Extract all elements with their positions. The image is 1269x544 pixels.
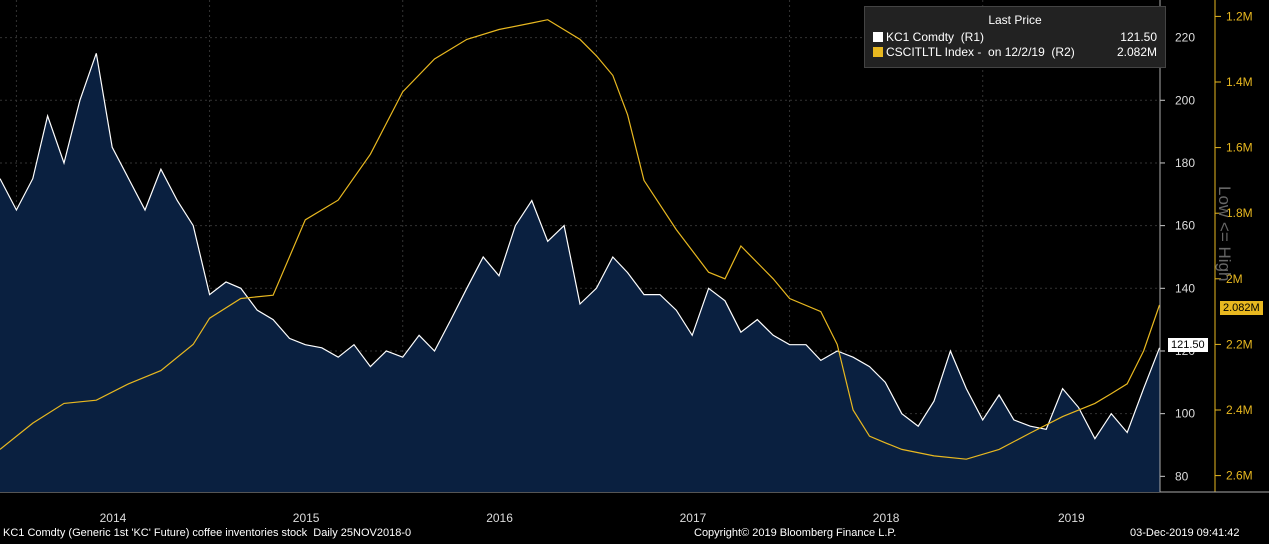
legend-swatch-kc1 [873,31,883,42]
right-axis-tick-label: 1.6M [1226,141,1253,155]
legend-row-kc1: KC1 Comdty (R1) 121.50 [865,29,1165,44]
legend-row-cscitltl: CSCITLTL Index - on 12/2/19 (R2) 2.082M [865,44,1165,59]
legend-swatch-cscitltl [873,46,883,57]
x-tick-label: 2014 [100,511,127,525]
right-axis-tick-label: 2.2M [1226,337,1253,351]
right-axis-tick-label: 1.4M [1226,75,1253,89]
series-kc1-area [0,53,1160,493]
footer-right: 03-Dec-2019 09:41:42 [1130,527,1240,539]
left-axis-tick-label: 80 [1175,469,1189,483]
right-axis-tick-label: 2.6M [1226,469,1253,483]
legend-value-kc1: 121.50 [1120,29,1157,44]
right-axis-tick-label: 2M [1226,272,1243,286]
footer-left: KC1 Comdty (Generic 1st 'KC' Future) cof… [3,527,412,539]
right-axis-direction-label: Low <= High [1215,186,1234,282]
left-axis-tick-label: 200 [1175,93,1195,107]
x-tick-label: 2018 [873,511,900,525]
x-tick-label: 2017 [680,511,707,525]
x-tick-label: 2015 [293,511,320,525]
left-axis-tick-label: 180 [1175,156,1195,170]
x-tick-label: 2019 [1058,511,1085,525]
left-axis-tick-label: 160 [1175,219,1195,233]
series-cscitltl-line [0,19,1161,460]
left-axis-tick-label: 140 [1175,281,1195,295]
right-axis-tick-label: 1.2M [1226,9,1253,23]
legend: Last Price KC1 Comdty (R1) 121.50 CSCITL… [864,6,1166,68]
right-axis-tick-label: 1.8M [1226,206,1253,220]
legend-value-cscitltl: 2.082M [1116,44,1157,59]
legend-name-kc1: KC1 Comdty (R1) [886,29,985,44]
footer-center: Copyright© 2019 Bloomberg Finance L.P. [694,527,897,539]
right-axis-tick-label: 2.4M [1226,403,1253,417]
last-value-tag-left: 121.50 [1168,338,1208,352]
last-value-tag-right: 2.082M [1220,301,1263,315]
series-kc1-line [0,53,1161,440]
left-axis-tick-label: 100 [1175,407,1195,421]
x-tick-label: 2016 [486,511,513,525]
legend-title: Last Price [988,13,1042,27]
left-axis-tick-label: 220 [1175,31,1195,45]
legend-name-cscitltl: CSCITLTL Index - on 12/2/19 (R2) [886,44,1075,59]
